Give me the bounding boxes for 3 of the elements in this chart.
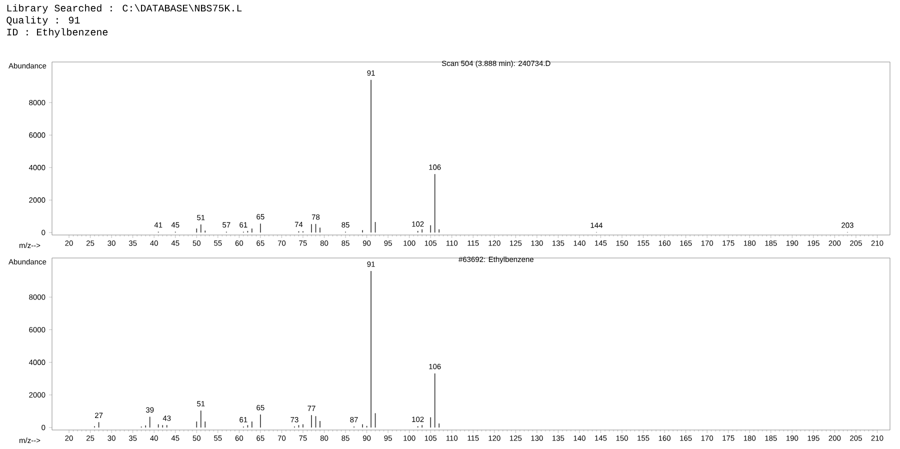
text: ID : Ethylbenzene (7, 28, 108, 38)
text: Library Searched : C:\DATABASE\NBS75K.L (7, 4, 242, 14)
text: Quality : 91 (6, 16, 80, 26)
